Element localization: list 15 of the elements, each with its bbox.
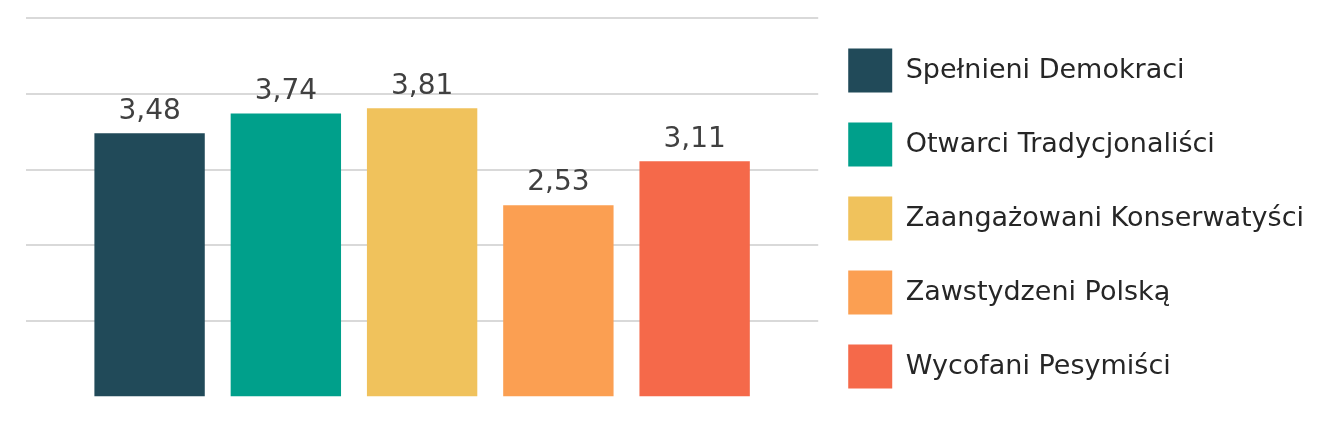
- data-label: 3,74: [254, 72, 318, 106]
- bar: [230, 113, 342, 397]
- legend-label: Zaangażowani Konserwatyści: [905, 200, 1304, 232]
- data-label: 2,53: [527, 164, 590, 198]
- bar: [639, 161, 750, 397]
- bar: [94, 133, 205, 397]
- legend-label: Zawstydzeni Polską: [905, 274, 1171, 306]
- data-label: 3,11: [663, 120, 726, 154]
- data-label: 3,81: [390, 67, 454, 101]
- legend-label: Wycofani Pesymiści: [905, 348, 1171, 380]
- bar: [366, 108, 478, 397]
- data-label: 3,48: [118, 92, 181, 126]
- legend-label: Otwarci Tradycjonaliści: [905, 126, 1215, 158]
- legend-label: Spełnieni Demokraci: [905, 52, 1185, 84]
- bar: [503, 205, 614, 397]
